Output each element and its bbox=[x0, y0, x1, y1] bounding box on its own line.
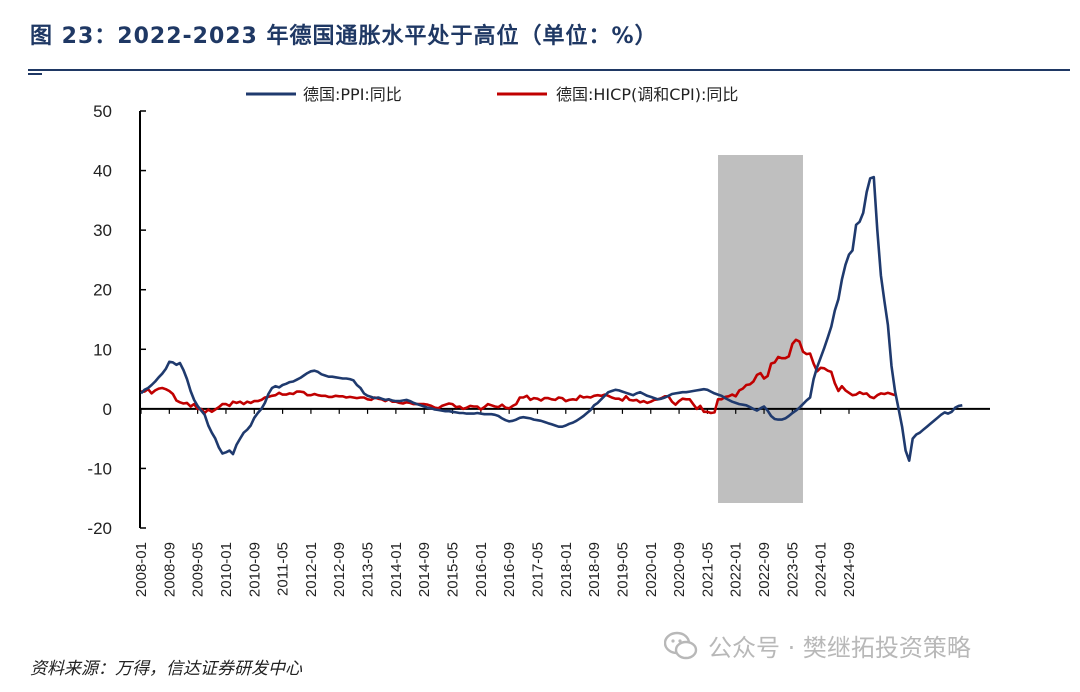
x-tick-label: 2019-05 bbox=[614, 542, 631, 597]
x-tick-label: 2014-01 bbox=[388, 542, 405, 597]
y-tick-label: 0 bbox=[103, 400, 112, 419]
wechat-icon bbox=[664, 631, 698, 659]
x-tick-label: 2024-09 bbox=[841, 542, 858, 597]
x-tick-label: 2008-09 bbox=[161, 542, 178, 597]
shaded-region-layer bbox=[718, 155, 803, 503]
x-tick-label: 2012-09 bbox=[331, 542, 348, 597]
y-tick-label: 20 bbox=[93, 281, 112, 300]
x-tick-label: 2022-01 bbox=[728, 542, 745, 597]
x-tick-label: 2015-05 bbox=[445, 542, 462, 597]
x-tick-label: 2010-09 bbox=[246, 542, 263, 597]
y-tick-label: 30 bbox=[93, 221, 112, 240]
x-tick-label: 2024-01 bbox=[813, 542, 830, 597]
x-tick-label: 2011-05 bbox=[275, 542, 292, 596]
x-tick-label: 2017-05 bbox=[529, 542, 546, 597]
x-tick-label: 2014-09 bbox=[416, 542, 433, 597]
y-tick-label: 10 bbox=[93, 340, 112, 359]
x-tick-label: 2009-05 bbox=[190, 542, 207, 597]
x-tick-label: 2012-01 bbox=[303, 542, 320, 597]
axes: 50 40 30 20 10 0 -10 -20 2008-01 2008-09 2009-05 20… bbox=[87, 102, 990, 597]
legend-label-hicp: 德国:HICP(调和CPI):同比 bbox=[556, 85, 738, 104]
x-tick-label: 2016-09 bbox=[501, 542, 518, 597]
watermark: 公众号 · 樊继拓投资策略 bbox=[664, 628, 971, 663]
x-tick-label: 2013-05 bbox=[360, 542, 377, 597]
x-tick-label: 2021-05 bbox=[699, 542, 716, 597]
y-tick-label: 40 bbox=[93, 162, 112, 181]
x-tick-label: 2010-01 bbox=[218, 542, 235, 597]
legend-label-ppi: 德国:PPI:同比 bbox=[303, 85, 402, 104]
y-tick-label: 50 bbox=[93, 102, 112, 121]
y-tick-label: -20 bbox=[87, 519, 112, 538]
y-tick-label: -10 bbox=[87, 459, 112, 478]
figure-title: 图 23：2022-2023 年德国通胀水平处于高位（单位：%） bbox=[30, 24, 658, 49]
x-tick-label: 2022-09 bbox=[756, 542, 773, 597]
x-tick-label: 2018-01 bbox=[558, 542, 575, 597]
x-tick-label: 2008-01 bbox=[133, 542, 150, 597]
x-tick-label: 2018-09 bbox=[586, 542, 603, 597]
series-lines bbox=[140, 175, 963, 463]
series-line-ppi bbox=[140, 175, 963, 463]
title-divider-accent bbox=[28, 73, 42, 75]
title-divider bbox=[28, 69, 1070, 71]
x-tick-label: 2016-01 bbox=[473, 542, 490, 597]
shaded-region bbox=[718, 155, 803, 503]
x-tick-label: 2020-01 bbox=[643, 542, 660, 597]
x-tick-label: 2023-05 bbox=[784, 542, 801, 597]
legend: 德国:PPI:同比 德国:HICP(调和CPI):同比 bbox=[246, 85, 738, 104]
x-tick-label: 2020-09 bbox=[671, 542, 688, 597]
source-note: 资料来源：万得，信达证券研发中心 bbox=[30, 659, 302, 679]
watermark-text: 公众号 · 樊继拓投资策略 bbox=[708, 634, 971, 662]
